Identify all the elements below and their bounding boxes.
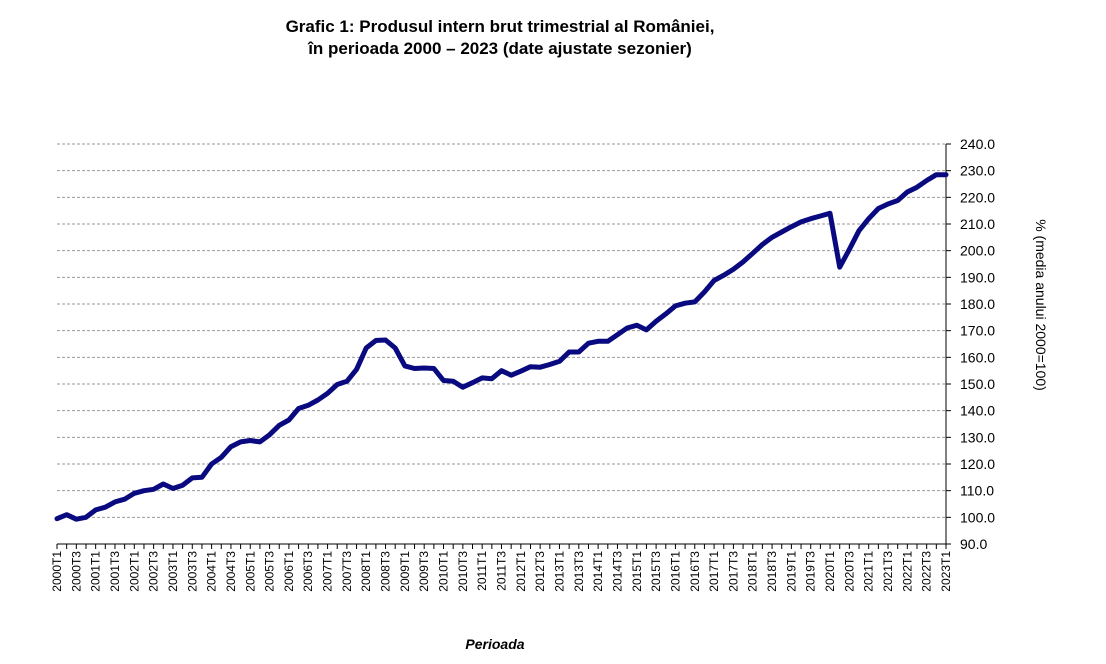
x-tick-label: 2012T3 [533, 551, 547, 592]
x-tick-label: 2000T3 [69, 551, 83, 592]
x-tick-label: 2005T1 [243, 551, 257, 592]
y-tick-label: 220.0 [960, 189, 995, 205]
x-tick-label: 2019T3 [804, 551, 818, 592]
x-tick-label: 2003T3 [185, 551, 199, 592]
y-tick-label: 230.0 [960, 163, 995, 179]
y-tick-label: 180.0 [960, 296, 995, 312]
x-tick-label: 2008T1 [359, 551, 373, 592]
y-tick-label: 170.0 [960, 323, 995, 339]
x-tick-label: 2006T1 [282, 551, 296, 592]
x-tick-label: 2000T1 [50, 551, 64, 592]
x-tick-label: 2015T1 [630, 551, 644, 592]
x-tick-label: 2016T1 [668, 551, 682, 592]
y-tick-label: 140.0 [960, 403, 995, 419]
x-tick-label: 2015T3 [649, 551, 663, 592]
series-line [54, 172, 949, 522]
y-tick-label: 240.0 [960, 136, 995, 152]
x-tick-label: 2004T3 [224, 551, 238, 592]
x-tick-label: 2003T1 [166, 551, 180, 592]
chart-title-line1: Grafic 1: Produsul intern brut trimestri… [285, 17, 715, 36]
y-tick-label: 210.0 [960, 216, 995, 232]
x-tick-label: 2009T3 [417, 551, 431, 592]
x-tick-label: 2006T3 [301, 551, 315, 592]
x-tick-label: 2010T1 [437, 551, 451, 592]
y-tick-label: 160.0 [960, 349, 995, 365]
x-tick-label: 2014T1 [591, 551, 605, 592]
x-tick-label: 2013T1 [552, 551, 566, 592]
y-tick-label: 130.0 [960, 429, 995, 445]
x-tick-label: 2020T3 [842, 551, 856, 592]
x-tick-label: 2007T1 [321, 551, 335, 592]
y-tick-label: 100.0 [960, 509, 995, 525]
chart-title: Grafic 1: Produsul intern brut trimestri… [0, 16, 1000, 60]
x-tick-label: 2001T3 [108, 551, 122, 592]
x-tick-label: 2016T3 [688, 551, 702, 592]
x-tick-label: 2002T1 [127, 551, 141, 592]
y-tick-label: 120.0 [960, 456, 995, 472]
x-tick-label: 2012T1 [514, 551, 528, 592]
x-tick-label: 2017T1 [707, 551, 721, 592]
x-tick-label: 2001T1 [89, 551, 103, 592]
x-tick-label: 2014T3 [610, 551, 624, 592]
x-tick-label: 2020T1 [823, 551, 837, 592]
x-tick-label: 2010T3 [456, 551, 470, 592]
x-tick-label: 2018T3 [765, 551, 779, 592]
x-tick-label: 2022T3 [920, 551, 934, 592]
x-tick-label: 2019T1 [784, 551, 798, 592]
x-tick-label: 2022T1 [900, 551, 914, 592]
y-axis-label: % (media anului 2000=100) [1033, 219, 1049, 391]
x-tick-label: 2008T3 [379, 551, 393, 592]
y-tick-label: 200.0 [960, 243, 995, 259]
y-tick-label: 190.0 [960, 269, 995, 285]
x-tick-label: 2021T3 [881, 551, 895, 592]
x-tick-label: 2011T3 [495, 551, 509, 591]
x-tick-label: 2013T3 [572, 551, 586, 592]
x-tick-label: 2018T1 [746, 551, 760, 592]
x-axis-label: Perioada [465, 636, 525, 652]
y-tick-label: 110.0 [960, 483, 994, 499]
y-tick-label: 90.0 [960, 536, 987, 552]
x-tick-label: 2009T1 [398, 551, 412, 592]
x-tick-label: 2011T1 [475, 551, 489, 591]
y-tick-label: 150.0 [960, 376, 995, 392]
x-tick-label: 2005T3 [263, 551, 277, 592]
x-tick-label: 2002T3 [147, 551, 161, 592]
x-tick-label: 2004T1 [205, 551, 219, 592]
chart-title-line2: în perioada 2000 – 2023 (date ajustate s… [308, 39, 692, 58]
x-tick-label: 2007T3 [340, 551, 354, 592]
x-tick-label: 2017T3 [726, 551, 740, 592]
x-tick-label: 2021T1 [862, 551, 876, 592]
x-tick-label: 2023T1 [939, 551, 953, 592]
